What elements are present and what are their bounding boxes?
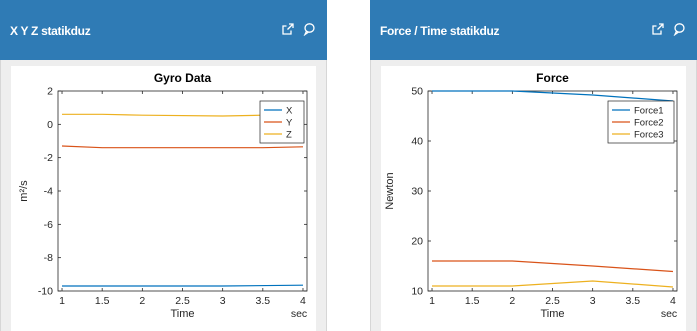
y-tick-label: 40: [411, 136, 423, 148]
series-line-force1: [432, 90, 674, 102]
legend: XYZ: [259, 100, 305, 144]
y-axis-label: m²/s: [18, 180, 30, 202]
legend-label: Z: [286, 130, 292, 141]
y-tick-label: -6: [44, 219, 53, 231]
series-line-force2: [432, 260, 674, 273]
panel-body: Force 1 1.5 2 2.5 3 3.5 4 10 20 30 40 50 Time sec Newto…: [370, 60, 697, 331]
widget-panel-force: Force / Time statikduz Force 1 1.5 2 2.5 3 3.5…: [370, 0, 697, 331]
legend-label: X: [286, 106, 293, 117]
x-tick-label: 3.5: [256, 295, 271, 307]
panel-title: Force / Time statikduz: [380, 24, 500, 38]
x-tick-label: 1.5: [95, 295, 110, 307]
y-tick-label: 30: [411, 186, 423, 198]
y-tick-label: -2: [44, 152, 53, 164]
legend-label: Force1: [634, 106, 664, 117]
gyro-chart: Gyro Data 1 1.5 2 2.5 3 3.5 4 -10 -8 -6 -4 -2 0 2 Time s…: [18, 71, 308, 320]
chart-card: Gyro Data 1 1.5 2 2.5 3 3.5 4 -10 -8 -6 -4 -2 0 2 Time s…: [11, 66, 316, 331]
external-link-icon[interactable]: [281, 22, 297, 38]
legend-label: Y: [286, 118, 293, 129]
chart-title: Force: [536, 71, 569, 85]
y-tick-label: -10: [38, 286, 53, 298]
y-tick-label: 10: [411, 286, 423, 298]
y-tick-label: 2: [47, 86, 53, 98]
series-line-x: [62, 284, 304, 287]
panel-header: X Y Z statikduz: [0, 0, 327, 60]
x-tick-label: 3: [220, 295, 226, 307]
x-tick-label: 4: [670, 295, 676, 307]
widget-panel-gyro: X Y Z statikduz Gyro Data 1 1.5 2 2.5 3 3.5 4 -1…: [0, 0, 327, 331]
external-link-icon[interactable]: [651, 22, 667, 38]
chart-card: Force 1 1.5 2 2.5 3 3.5 4 10 20 30 40 50 Time sec Newto…: [381, 66, 686, 331]
x-tick-label: 1: [429, 295, 435, 307]
x-tick-label: 3: [590, 295, 596, 307]
series-line-force3: [432, 280, 674, 288]
chart-title: Gyro Data: [154, 71, 212, 85]
y-tick-label: 50: [411, 86, 423, 98]
comment-icon[interactable]: [302, 22, 318, 38]
x-tick-label: 2.5: [545, 295, 560, 307]
x-tick-label: 2: [509, 295, 515, 307]
panel-header: Force / Time statikduz: [370, 0, 697, 60]
x-axis-label: Time: [170, 308, 194, 320]
x-tick-label: 3.5: [626, 295, 641, 307]
x-axis-unit: sec: [661, 308, 677, 320]
series-line-y: [61, 145, 304, 149]
panel-title: X Y Z statikduz: [10, 24, 91, 38]
x-tick-label: 1.5: [465, 295, 480, 307]
y-tick-label: -8: [44, 252, 53, 264]
x-tick-label: 2.5: [175, 295, 190, 307]
panel-body: Gyro Data 1 1.5 2 2.5 3 3.5 4 -10 -8 -6 -4 -2 0 2 Time s…: [0, 60, 327, 331]
comment-icon[interactable]: [672, 22, 688, 38]
x-axis-label: Time: [540, 308, 564, 320]
x-tick-label: 4: [300, 295, 306, 307]
x-tick-label: 1: [59, 295, 65, 307]
y-axis-label: Newton: [384, 172, 396, 209]
y-tick-label: 0: [47, 119, 53, 131]
y-tick-label: -4: [44, 186, 53, 198]
legend-label: Force3: [634, 130, 664, 141]
x-axis-unit: sec: [291, 308, 307, 320]
y-tick-label: 20: [411, 236, 423, 248]
legend-label: Force2: [634, 118, 664, 129]
x-tick-label: 2: [139, 295, 145, 307]
